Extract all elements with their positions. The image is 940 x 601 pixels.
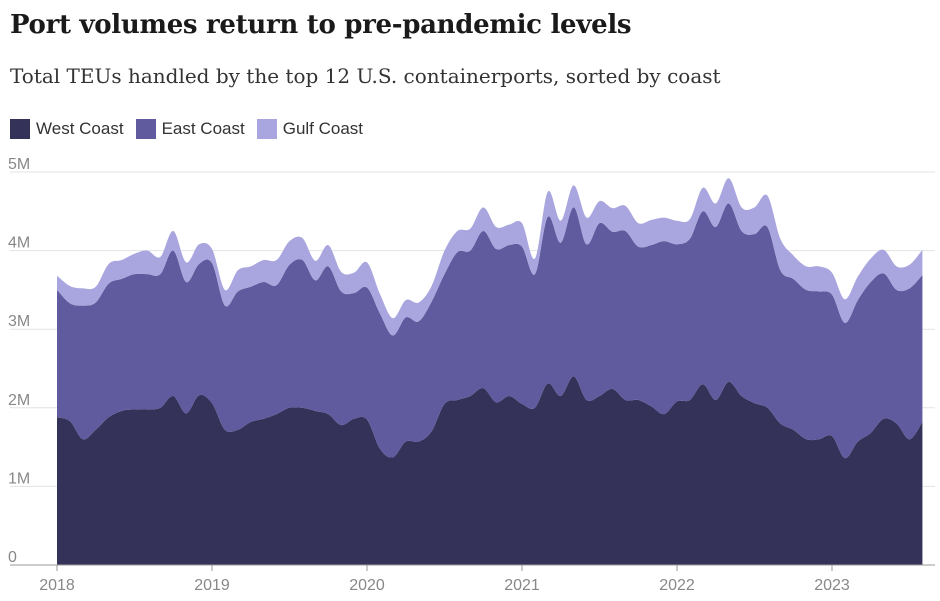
legend-item-west-coast: West Coast [10,119,124,139]
area-east-coast [57,203,923,459]
legend-label-west-coast: West Coast [36,119,124,138]
y-tick-label-5: 5M [8,156,30,173]
y-tick-label-1: 1M [8,470,30,487]
legend-item-east-coast: East Coast [135,119,245,139]
legend-label-east-coast: East Coast [161,119,245,138]
area-west-coast [57,376,923,565]
legend-swatch-east-coast [135,119,156,139]
legend: West Coast East Coast Gulf Coast [10,119,375,139]
chart-subtitle: Total TEUs handled by the top 12 U.S. co… [10,64,721,88]
x-tick-label-2018: 2018 [39,577,75,594]
y-tick-label-4: 4M [8,235,30,252]
x-tick-label-2022: 2022 [659,577,695,594]
x-tick-label-2023: 2023 [814,577,850,594]
legend-label-gulf-coast: Gulf Coast [282,119,364,138]
chart-title: Port volumes return to pre-pandemic leve… [10,10,632,40]
legend-swatch-gulf-coast [256,119,277,139]
x-tick-label-2019: 2019 [194,577,230,594]
y-tick-label-0: 0 [8,549,17,566]
x-tick-label-2021: 2021 [504,577,540,594]
legend-swatch-west-coast [10,119,30,139]
x-tick-label-2020: 2020 [349,577,385,594]
y-tick-label-2: 2M [8,392,30,409]
legend-item-gulf-coast: Gulf Coast [256,119,364,139]
y-tick-label-3: 3M [8,313,30,330]
